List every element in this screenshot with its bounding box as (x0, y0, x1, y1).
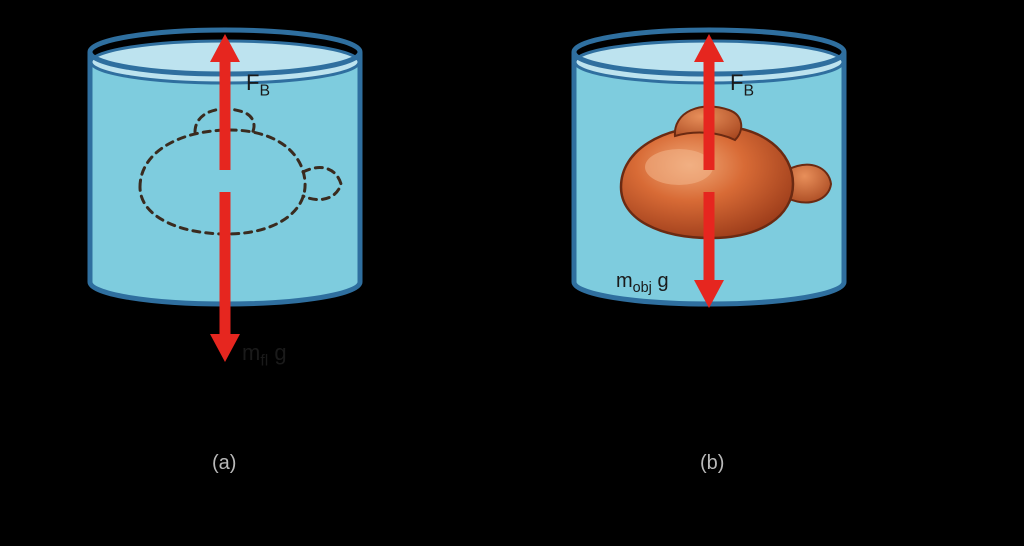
left-svg (45, 12, 405, 432)
panel-left (90, 52, 360, 372)
panel-right (574, 52, 844, 372)
label-fb-right: FB (730, 70, 754, 100)
left-mg-head (210, 334, 240, 362)
label-fb-left: FB (246, 70, 270, 100)
submarine-highlight (645, 149, 713, 185)
panel-a-label: (a) (212, 452, 236, 475)
diagram-stage: FB mfl g (a) (0, 0, 1024, 546)
label-mobjg-right: mobj g (616, 270, 669, 296)
label-mflg-left: mfl g (242, 340, 287, 370)
right-svg (529, 12, 889, 432)
panel-b-label: (b) (700, 452, 724, 475)
